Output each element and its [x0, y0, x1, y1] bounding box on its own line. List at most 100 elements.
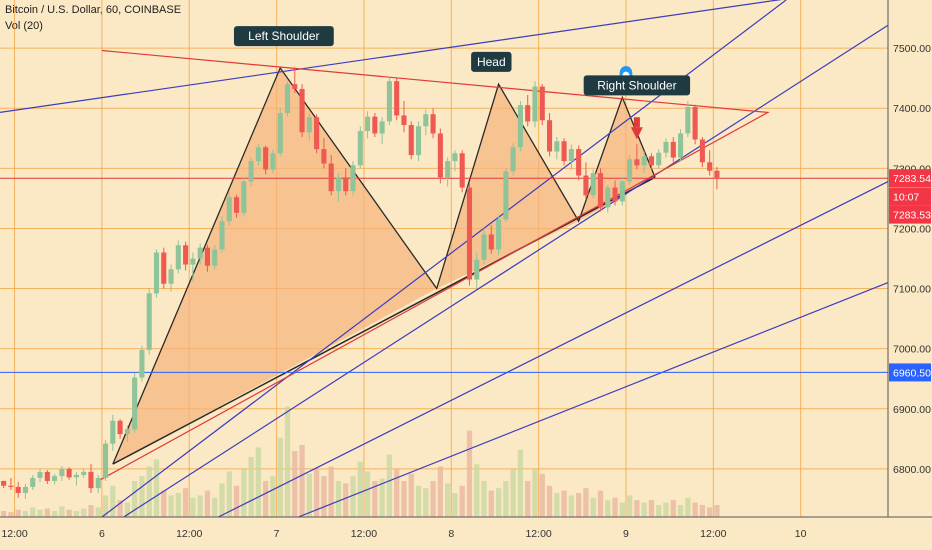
candle-body — [299, 88, 305, 133]
volume-bar — [634, 500, 640, 517]
candle-body — [44, 471, 50, 481]
candle-body — [415, 126, 422, 156]
volume-bar — [641, 502, 647, 517]
volume-bar — [459, 485, 465, 517]
candle-body — [466, 187, 473, 280]
volume-bar — [226, 471, 232, 517]
candle-body — [102, 443, 109, 478]
y-tick-label: 7400.00 — [893, 103, 931, 115]
candle-body — [292, 84, 298, 89]
volume-bar — [357, 461, 363, 517]
volume-bar — [117, 500, 123, 517]
volume-bar — [73, 511, 80, 517]
candle-body — [124, 429, 130, 435]
candle-body — [1, 480, 7, 486]
annotation-label: Left Shoulder — [248, 29, 319, 43]
symbol-title: Bitcoin / U.S. Dollar, 60, COINBASE — [5, 4, 182, 16]
volume-bar — [488, 490, 494, 517]
candle-body — [8, 485, 14, 487]
volume-bar — [248, 457, 254, 517]
x-tick-label: 12:00 — [1, 528, 27, 540]
candle-body — [219, 221, 225, 250]
volume-bar — [270, 476, 276, 517]
volume-bar — [321, 476, 327, 517]
volume-bar — [110, 485, 116, 517]
x-tick-label: 6 — [99, 528, 105, 540]
candle-body — [532, 86, 538, 122]
price-tag — [889, 169, 931, 188]
volume-bar — [401, 481, 407, 517]
volume-bar — [255, 447, 262, 517]
volume-bar — [313, 469, 320, 517]
candle-body — [539, 86, 545, 121]
candle-body — [576, 149, 582, 176]
volume-bar — [503, 481, 509, 517]
volume-bar — [372, 481, 378, 517]
trend-line-blue — [218, 181, 889, 518]
candle-body — [357, 131, 363, 166]
volume-bar — [175, 493, 181, 517]
volume-bar — [233, 485, 240, 517]
volume-bar — [197, 495, 203, 517]
x-tick-label: 12:00 — [351, 528, 377, 540]
price-axis — [888, 0, 932, 550]
volume-bar — [168, 495, 174, 517]
candle-body — [343, 177, 349, 192]
volume-bar — [597, 490, 604, 517]
candle-body — [234, 197, 240, 213]
time-axis — [0, 517, 932, 550]
candle-body — [663, 141, 669, 153]
candle-body — [634, 159, 640, 166]
candle-body — [525, 105, 531, 122]
volume-bar — [612, 497, 618, 517]
volume-bar — [677, 505, 684, 517]
candle-body — [132, 377, 138, 430]
x-tick-label: 12:00 — [176, 528, 202, 540]
volume-bar — [88, 505, 94, 517]
volume-bar — [1, 511, 7, 517]
volume-bar — [37, 509, 43, 517]
candle-body — [699, 139, 705, 163]
candle-body — [707, 162, 713, 171]
candle-body — [597, 173, 604, 208]
volume-bar — [714, 505, 720, 517]
price-tag-label: 7283.54 — [893, 173, 931, 185]
candle-body — [648, 156, 654, 166]
volume-bar — [146, 466, 152, 517]
candle-body — [321, 149, 327, 164]
candle-body — [314, 117, 320, 150]
candle-body — [270, 153, 276, 170]
volume-bar — [670, 500, 676, 517]
candle-body — [22, 486, 29, 493]
candle-body — [670, 141, 676, 158]
price-tag-label: 7283.53 — [893, 210, 931, 222]
candle-body — [656, 152, 662, 166]
volume-bar — [132, 481, 138, 517]
candle-body — [437, 133, 443, 178]
candle-body — [110, 420, 116, 444]
volume-bar — [364, 471, 371, 517]
candle-body — [335, 177, 342, 192]
candle-body — [503, 171, 509, 220]
volume-bar — [619, 502, 625, 517]
volume-bar — [95, 507, 101, 517]
candle-body — [474, 259, 480, 280]
candle-body — [459, 153, 465, 188]
candle-body — [66, 468, 72, 478]
y-tick-label: 7200.00 — [893, 223, 931, 235]
candle-body — [685, 107, 691, 134]
y-tick-label: 6800.00 — [893, 464, 931, 476]
candle-body — [714, 170, 720, 178]
volume-bar — [656, 505, 662, 517]
candle-body — [678, 133, 684, 158]
candle-body — [568, 149, 574, 162]
candle-body — [445, 161, 451, 178]
down-arrow — [630, 127, 643, 140]
volume-bar — [212, 497, 218, 517]
trend-line-blue — [0, 0, 782, 114]
price-tag — [889, 187, 931, 206]
candle-body — [627, 159, 633, 182]
down-arrow-stem — [633, 117, 640, 128]
